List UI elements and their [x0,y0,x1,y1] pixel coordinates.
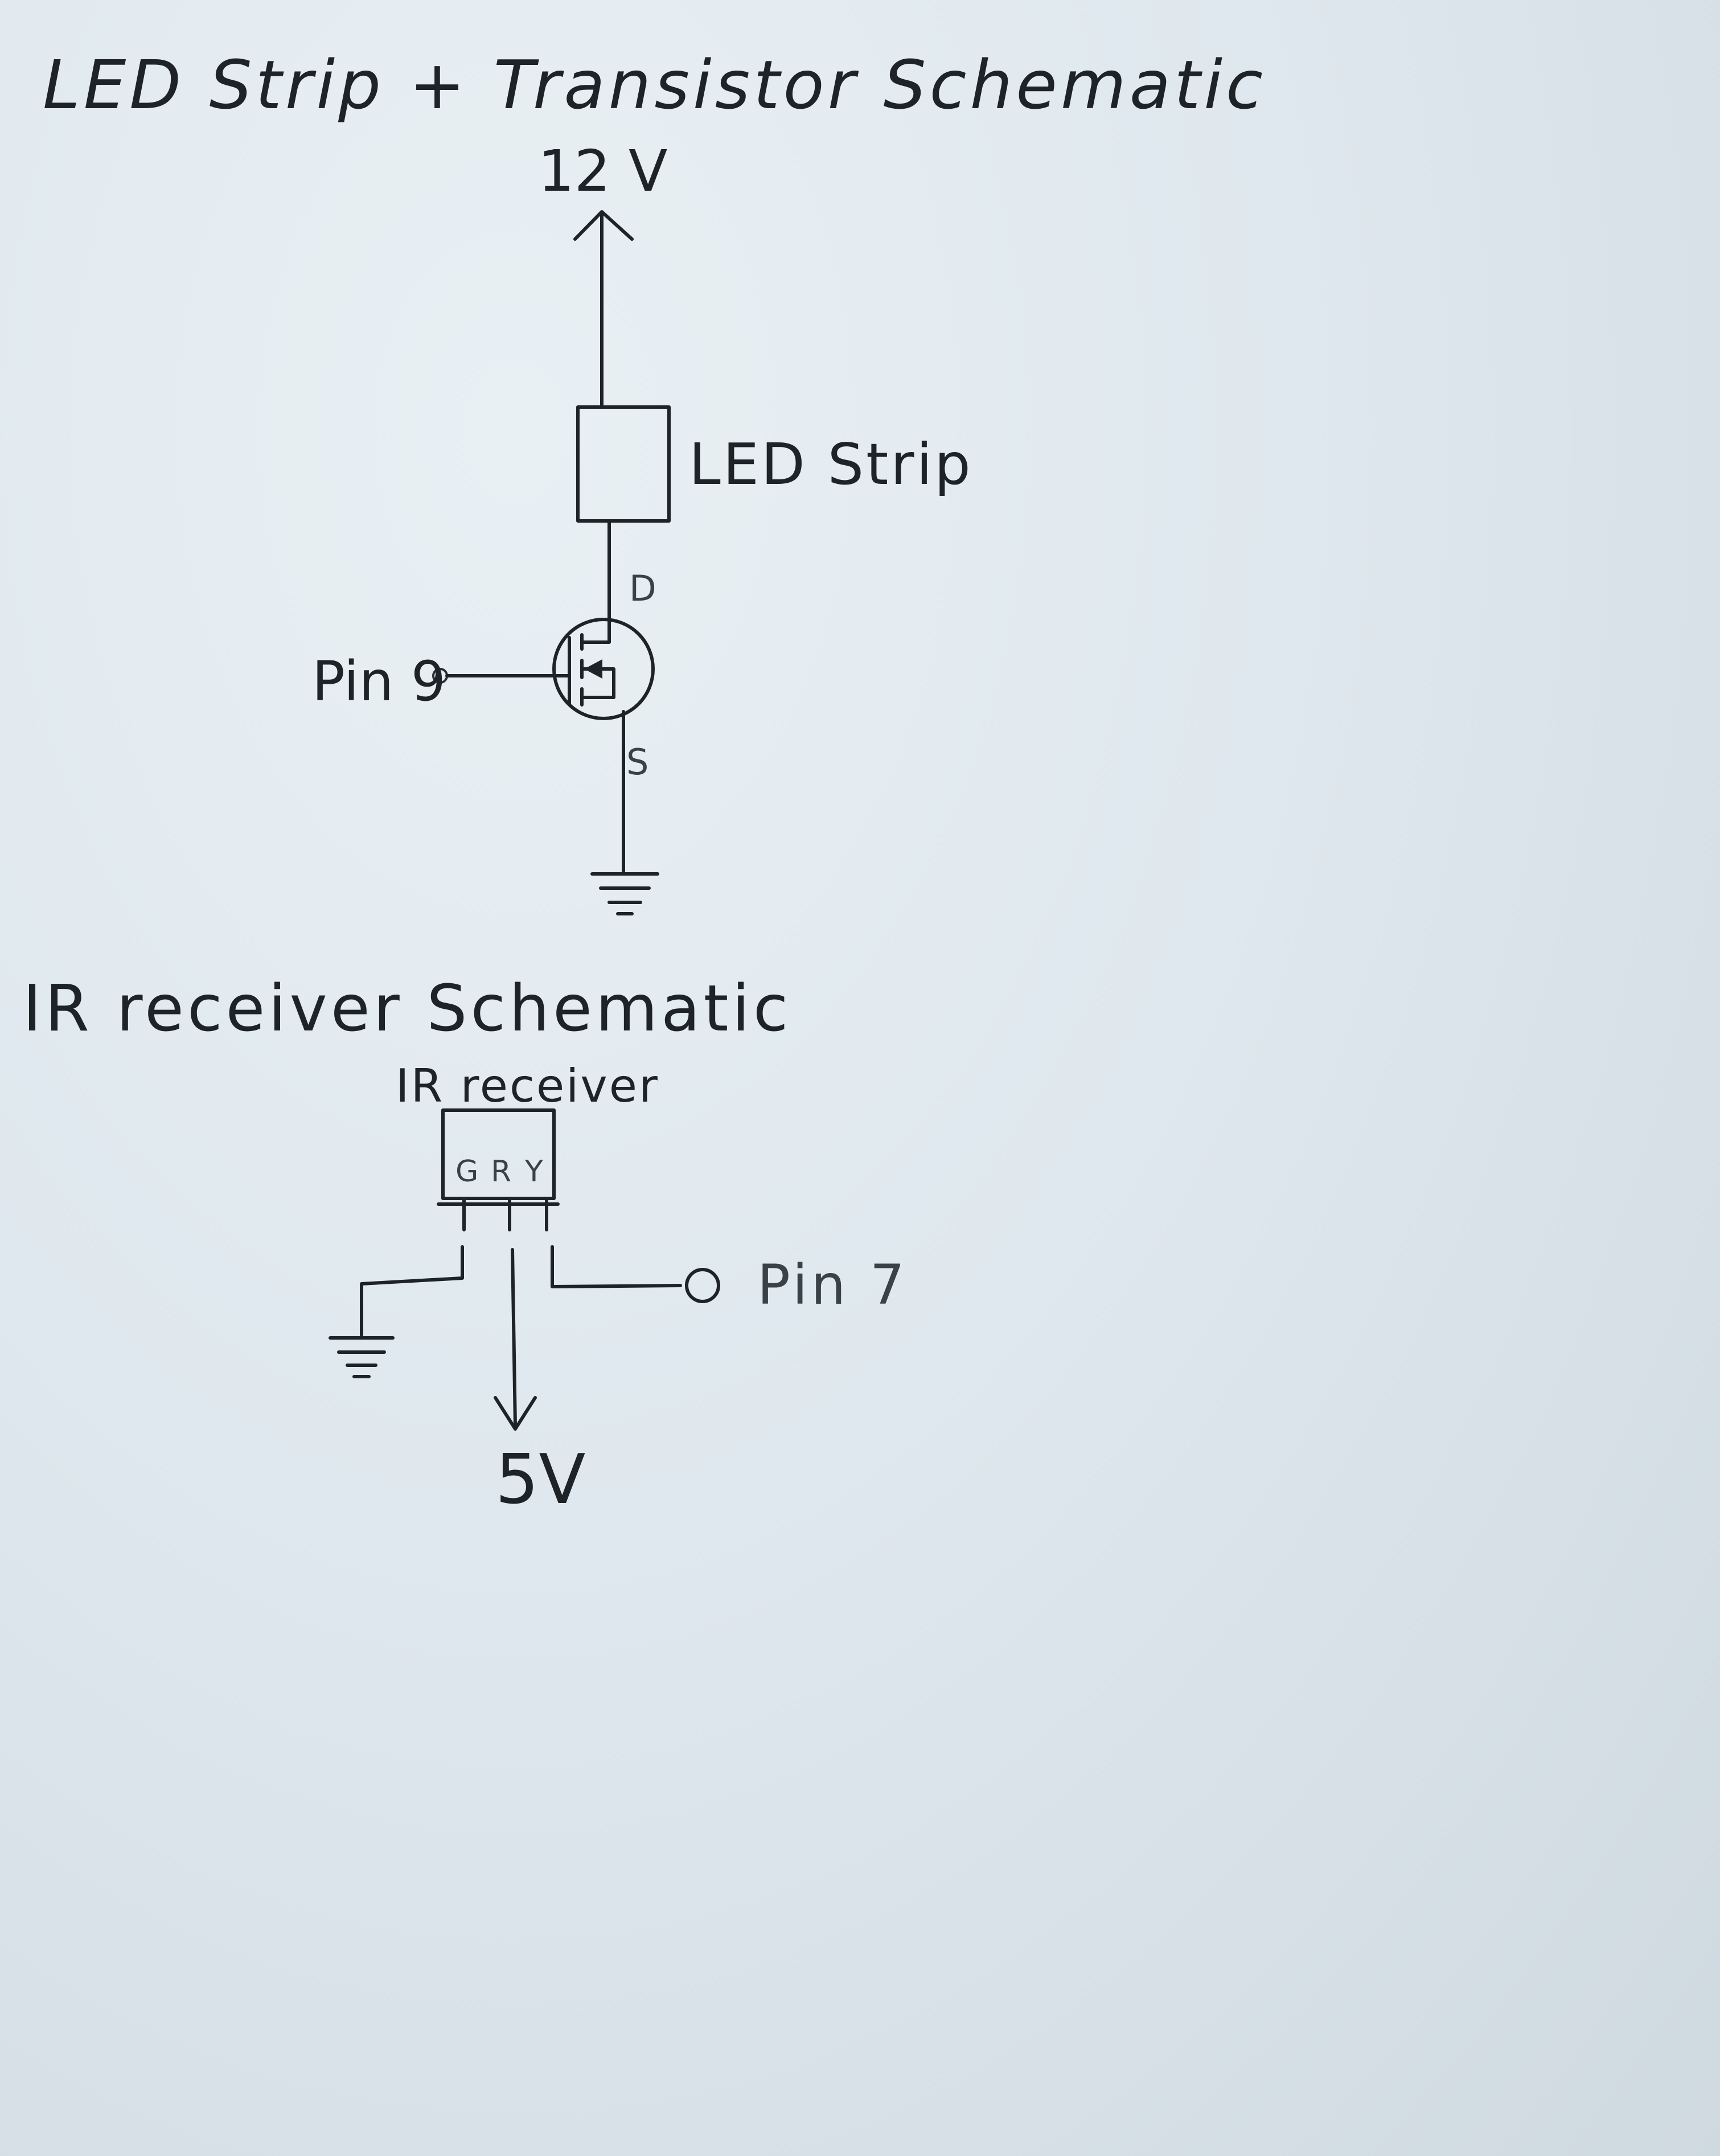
ir-pin-label-r: R [491,1155,511,1189]
led-strip-label: LED Strip [689,431,973,498]
ground-icon [329,1336,395,1378]
ir-pin-label-y: Y [524,1155,543,1189]
signal-wire [551,1245,682,1288]
drain-label: D [629,568,656,609]
signal-terminal [685,1268,720,1303]
ir-schematic-title: IR receiver Schematic [23,972,791,1046]
signal-pin-label: Pin 7 [757,1253,908,1317]
supply-arrow-icon [494,1396,537,1431]
mosfet-icon [552,616,655,720]
ir-receiver-body [441,1108,556,1200]
source-label: S [626,741,648,783]
vcc-wire [511,1248,517,1428]
supply-12v-label: 12 V [538,138,667,204]
ir-pin-label-g: G [455,1155,478,1189]
ground-icon [590,872,659,915]
supply-arrow-icon [573,210,634,409]
ir-receiver-label: IR receiver [396,1059,659,1112]
led-schematic-title: LED Strip + Transistor Schematic [43,46,1266,124]
gate-pin-label: Pin 9 [312,650,446,713]
supply-5v-label: 5V [495,1440,585,1520]
ground-wire [360,1245,464,1337]
led-strip-box [576,405,671,523]
ir-pins [437,1197,560,1231]
